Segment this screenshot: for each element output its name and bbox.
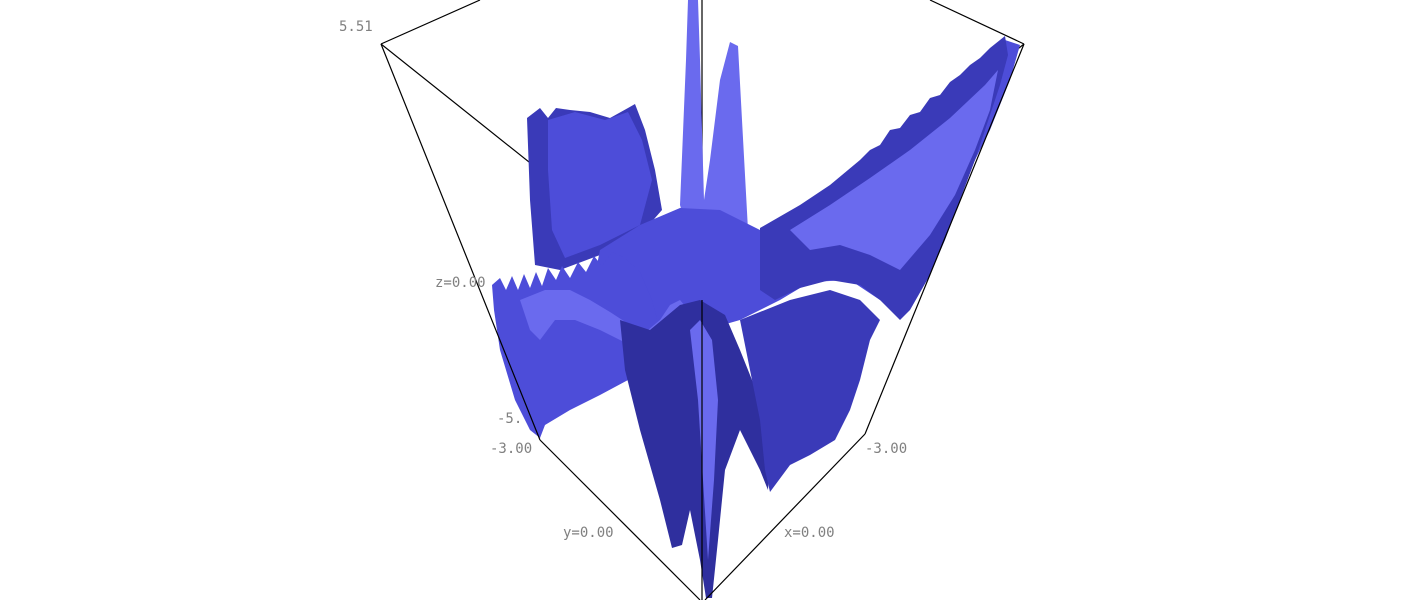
surface-left-plateau-front <box>548 112 652 258</box>
axis-labels: 5.51 z=0.00 -5. -3.00 y=0.00 -3.00 x=0.0… <box>339 19 907 541</box>
surface-central-spike <box>680 0 748 262</box>
box-edge-bottom-left <box>539 439 701 600</box>
x-mid-label: x=0.00 <box>784 525 835 541</box>
bounding-box-front <box>380 43 1025 600</box>
surface-front-trough <box>620 300 770 598</box>
surface-front-trough-highlight <box>690 320 718 560</box>
y-min-label: -3.00 <box>490 441 532 457</box>
z-max-label: 5.51 <box>339 19 373 35</box>
x-min-label: -3.00 <box>865 441 907 457</box>
box-edge-bottom-right <box>704 433 866 600</box>
surface-mesh <box>492 0 1020 598</box>
box-edge-front-left <box>380 43 541 441</box>
box-edge-front-right <box>864 43 1025 435</box>
y-mid-label: y=0.00 <box>563 525 614 541</box>
box-edge-back-left <box>380 0 481 45</box>
z-min-label: -5. <box>497 411 522 427</box>
surface-right-lower-fold <box>740 290 880 492</box>
z-mid-label: z=0.00 <box>435 275 486 291</box>
surface-right-ridge-highlight <box>790 70 998 270</box>
box-edge-back-right <box>929 0 1025 45</box>
